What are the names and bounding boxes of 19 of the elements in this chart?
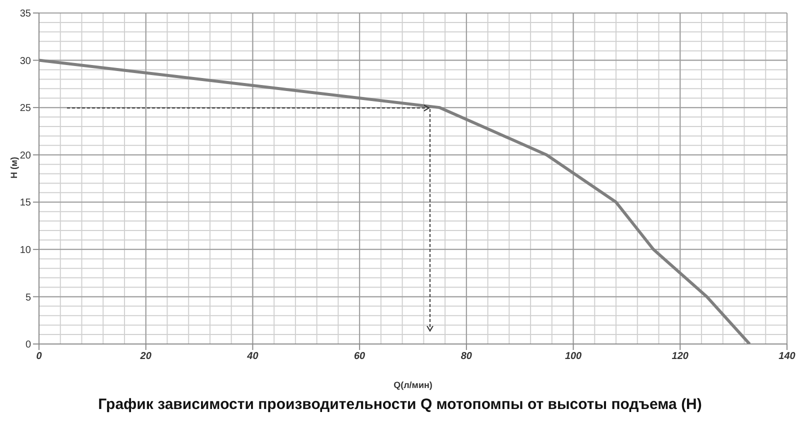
x-tick-label: 40 xyxy=(246,351,259,362)
y-tick-label: 35 xyxy=(20,8,32,20)
y-tick-label: 10 xyxy=(20,244,32,256)
y-tick-label: 20 xyxy=(20,150,32,162)
y-tick-label: 25 xyxy=(20,103,32,114)
x-tick-label: 140 xyxy=(778,351,796,362)
x-tick-label: 0 xyxy=(36,351,42,362)
x-axis-title: Q(л/мин) xyxy=(394,380,432,390)
y-axis-title: H (м) xyxy=(9,156,20,178)
y-tick-label: 0 xyxy=(25,340,32,351)
y-tick-label: 5 xyxy=(25,292,32,304)
x-tick-label: 100 xyxy=(564,351,582,362)
y-tick-label: 30 xyxy=(20,56,32,67)
y-tick-label: 15 xyxy=(20,198,32,209)
x-tick-label: 120 xyxy=(672,351,689,362)
x-tick-label: 60 xyxy=(354,351,366,362)
x-tick-label: 20 xyxy=(139,351,152,362)
x-tick-label: 80 xyxy=(460,351,472,362)
text: График зависимости производительности Q мотопомпы от высоты подъема (Н) xyxy=(97,396,703,413)
